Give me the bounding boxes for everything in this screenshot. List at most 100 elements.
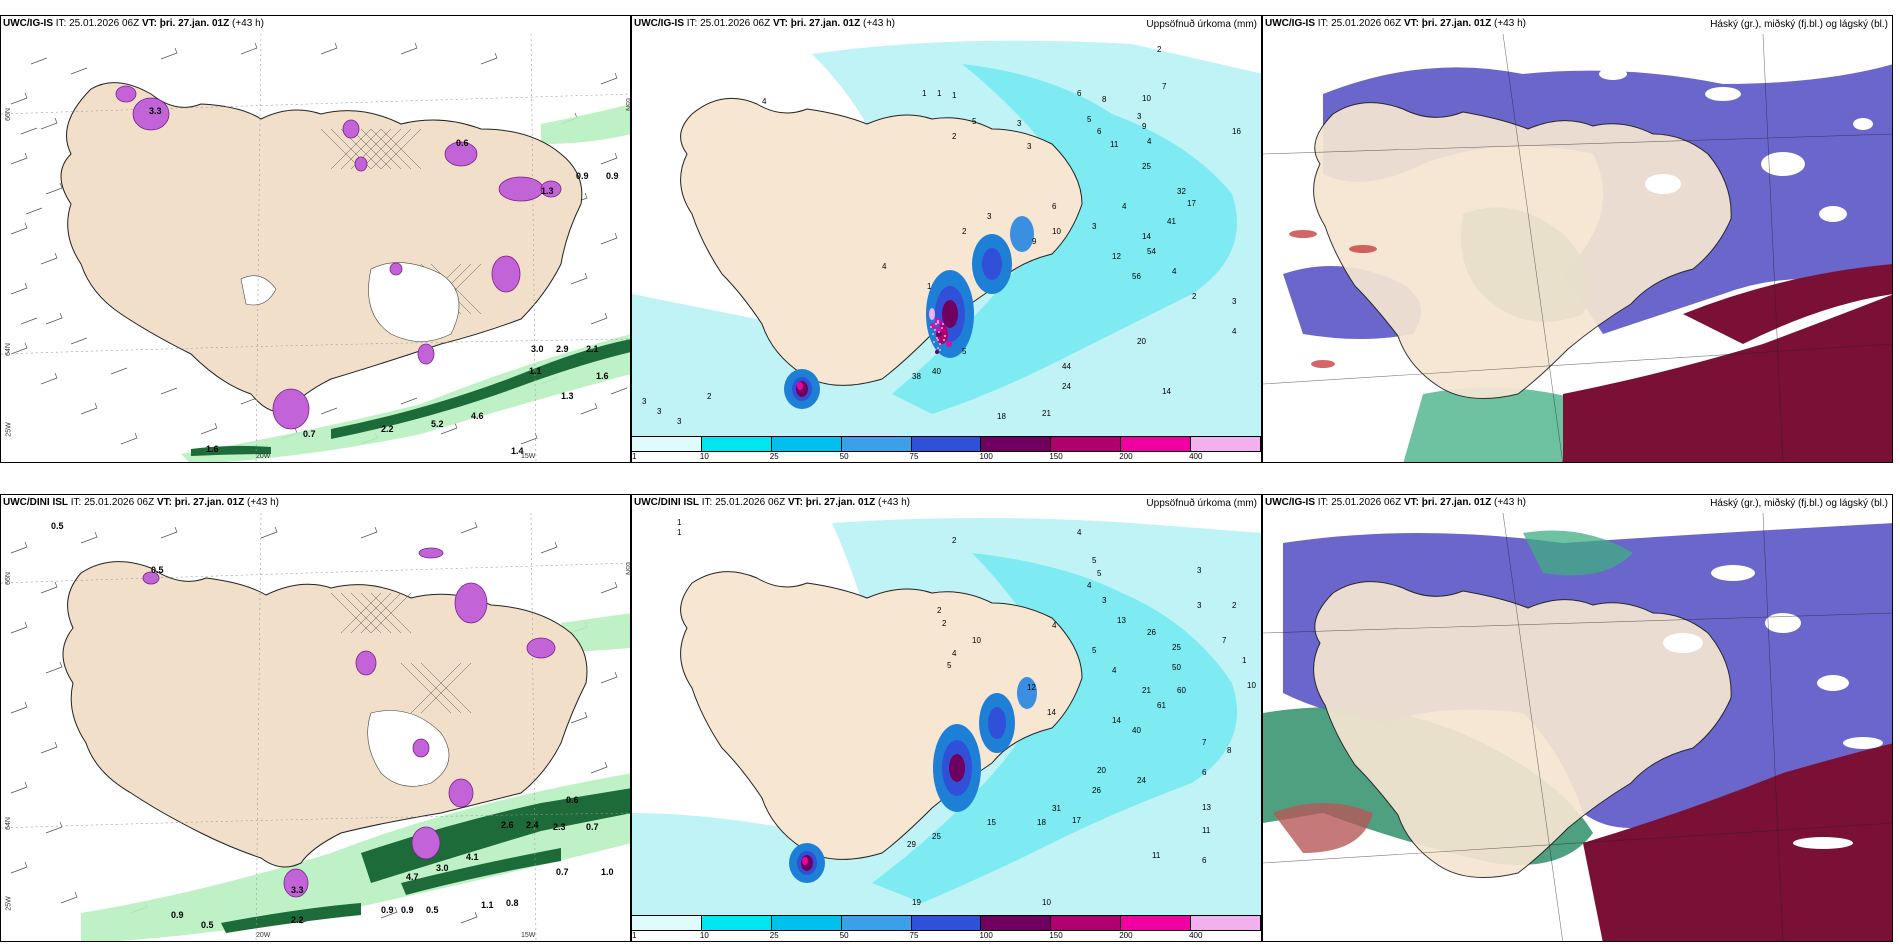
value-labels: 0.9 0.9 3.0 2.9 2.1 1.1 1.6 4.6 5.2 2.2 …: [149, 106, 619, 456]
white-area: [367, 710, 450, 787]
panel-dini-wind: UWC/DINI ISL IT: 25.01.2026 06Z VT: þri.…: [0, 494, 631, 942]
value-label: 1: [922, 89, 927, 98]
colorbar-tick-label: 10: [699, 452, 709, 461]
value-label: 25: [1172, 643, 1181, 652]
axis-label: 65N: [623, 562, 631, 575]
axis-label: 66N: [4, 108, 12, 121]
colorbar-swatch: [632, 916, 702, 930]
panel-title: UWC/DINI ISL IT: 25.01.2026 06Z VT: þri.…: [3, 497, 279, 508]
value-label: 40: [932, 367, 941, 376]
value-label: 5.2: [431, 419, 444, 429]
value-label: 2.9: [556, 344, 569, 354]
colorbar-swatch: [701, 916, 772, 930]
iceland-land: [680, 571, 1083, 860]
value-label: 2: [942, 619, 947, 628]
intense-precip: [789, 677, 1037, 883]
value-label: 1.6: [596, 371, 609, 381]
colorbar-swatch: [911, 437, 982, 451]
value-label: 1.3: [541, 186, 554, 196]
value-label: 15: [987, 818, 996, 827]
hatch: [330, 592, 472, 714]
value-label: 4.6: [471, 411, 484, 421]
value-label: 18: [1037, 818, 1046, 827]
value-label: 2: [937, 606, 942, 615]
panel-title: UWC/IG-IS IT: 25.01.2026 06Z VT: þri. 27…: [1265, 497, 1526, 508]
value-label: 6: [1097, 127, 1102, 136]
panel-dini-precip: UWC/DINI ISL IT: 25.01.2026 06Z VT: þri.…: [631, 494, 1262, 942]
value-labels: 1 1 2 4 5 5 4 3 13 26 25 50 60 61 14 21 …: [677, 518, 1256, 907]
colorbar-tick-label: 1: [632, 452, 637, 461]
colorbar-tick-label: 75: [909, 452, 919, 461]
value-label: 3: [657, 407, 662, 416]
intense-precip: [784, 216, 1034, 409]
value-label: 5: [1092, 646, 1097, 655]
value-label: 2.2: [381, 424, 394, 434]
value-label: 5: [1087, 115, 1092, 124]
value-label: 3.3: [291, 885, 304, 895]
colorbar-swatch: [981, 916, 1052, 930]
value-label: 2.6: [501, 820, 514, 830]
value-label: 4: [1147, 137, 1152, 146]
axis-label: 25W: [5, 422, 13, 437]
value-label: 0.5: [426, 905, 439, 915]
value-label: 1: [927, 282, 932, 291]
value-label: 10: [1142, 94, 1151, 103]
value-label: 4: [952, 649, 957, 658]
value-label: 0.5: [151, 565, 164, 575]
value-label: 4.7: [406, 872, 419, 882]
panel-dini-cloud: UWC/IG-IS IT: 25.01.2026 06Z VT: þri. 27…: [1262, 494, 1893, 942]
red-streaks: [1289, 230, 1377, 368]
white-gaps: [1599, 68, 1873, 222]
value-label: 4: [1112, 666, 1117, 675]
value-label: 4: [1172, 267, 1177, 276]
value-label: 0.9: [171, 910, 184, 920]
colorbar-tick-label: 10: [699, 931, 709, 940]
value-label: 10: [972, 636, 981, 645]
value-label: 40: [1132, 726, 1141, 735]
white-gaps: [1663, 565, 1883, 849]
value-label: 3: [642, 397, 647, 406]
value-label: 4: [1087, 581, 1092, 590]
value-label: 11: [1152, 851, 1161, 860]
panel-ig-cloud: UWC/IG-IS IT: 25.01.2026 06Z VT: þri. 27…: [1262, 15, 1893, 463]
value-label: 32: [1177, 187, 1186, 196]
value-label: 29: [907, 840, 916, 849]
value-label: 11: [1202, 826, 1211, 835]
value-label: 56: [1132, 272, 1141, 281]
value-label: 54: [1147, 247, 1156, 256]
value-label: 0.8: [506, 898, 519, 908]
value-label: 2.3: [553, 822, 566, 832]
axis-label: 65N: [623, 98, 631, 111]
value-label: 14: [1047, 708, 1056, 717]
value-label: 21: [1042, 409, 1051, 418]
value-label: 8: [1102, 95, 1107, 104]
colorbar: 1 10 25 50 75 100 150 200 400: [632, 915, 1261, 941]
value-label: 5: [947, 661, 952, 670]
axis-label: 15W: [521, 932, 536, 939]
value-label: 2.4: [526, 820, 539, 830]
high-cloud: [1523, 530, 1633, 576]
colorbar-tick-label: 50: [839, 452, 849, 461]
value-label: 0.5: [201, 920, 214, 930]
value-label: 12: [1027, 683, 1036, 692]
value-label: 4: [1232, 327, 1237, 336]
value-label: 26: [1147, 628, 1156, 637]
value-label: 3: [1197, 601, 1202, 610]
colorbar-tick-label: 25: [769, 931, 779, 940]
colorbar-tick-label: 150: [1049, 931, 1063, 940]
value-label: 17: [1187, 199, 1196, 208]
legend-text: Uppsöfnuð úrkoma (mm): [1146, 19, 1257, 30]
colorbar-tick-label: 150: [1049, 452, 1063, 461]
value-label: 1.1: [529, 366, 542, 376]
value-label: 7: [1162, 82, 1167, 91]
value-labels: 4 2 1 1 1 5 3 2 3 6 8 3 5 16 7 10 9 6 4 …: [642, 45, 1241, 426]
value-label: 3: [1102, 596, 1107, 605]
panel-title: UWC/DINI ISL IT: 25.01.2026 06Z VT: þri.…: [634, 497, 910, 508]
colorbar-swatch: [841, 916, 912, 930]
axis-label: 66N: [4, 572, 12, 585]
value-label: 1: [1242, 656, 1247, 665]
value-label: 1: [952, 91, 957, 100]
value-label: 3: [1092, 222, 1097, 231]
value-label: 3: [1232, 297, 1237, 306]
panel-ig-wind: UWC/IG-IS IT: 25.01.2026 06Z VT: þri. 27…: [0, 15, 631, 463]
